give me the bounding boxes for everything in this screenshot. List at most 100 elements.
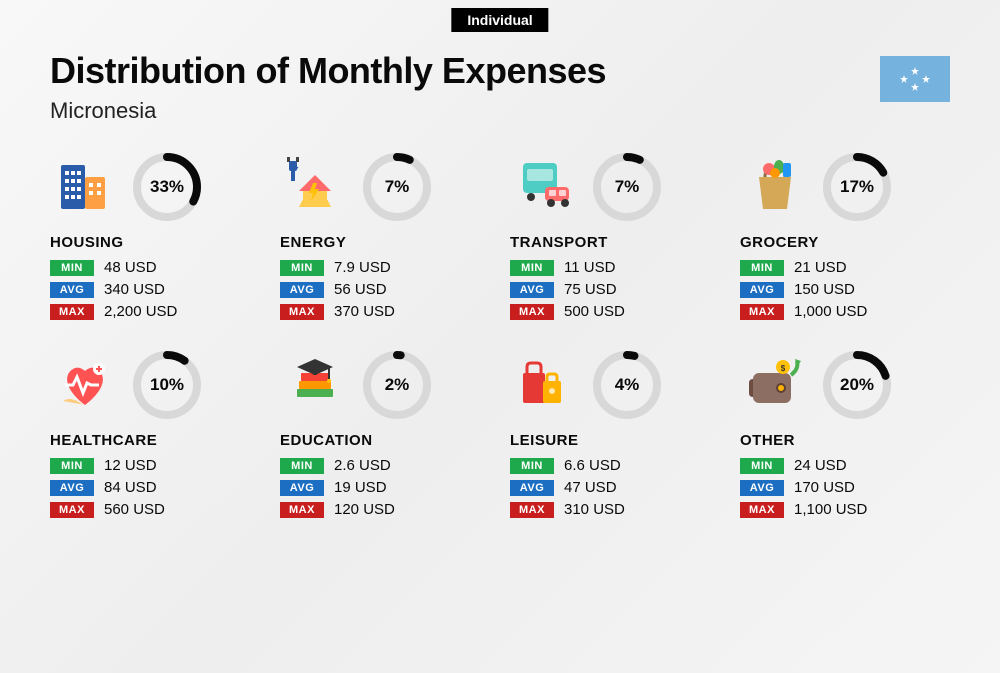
max-value: 370 USD xyxy=(334,303,395,320)
stat-min: MIN 6.6 USD xyxy=(510,457,720,474)
min-value: 2.6 USD xyxy=(334,457,391,474)
category-name: LEISURE xyxy=(510,432,720,449)
avg-badge: AVG xyxy=(510,480,554,496)
percentage-value: 20% xyxy=(820,348,894,422)
category-name: ENERGY xyxy=(280,234,490,251)
category-name: EDUCATION xyxy=(280,432,490,449)
card-header: 7% xyxy=(280,152,490,222)
max-badge: MAX xyxy=(280,304,324,320)
min-badge: MIN xyxy=(50,458,94,474)
stat-avg: AVG 75 USD xyxy=(510,281,720,298)
page-title: Distribution of Monthly Expenses xyxy=(50,50,606,92)
stat-min: MIN 11 USD xyxy=(510,259,720,276)
percentage-value: 17% xyxy=(820,150,894,224)
page-container: Distribution of Monthly Expenses Microne… xyxy=(0,0,1000,548)
stat-max: MAX 2,200 USD xyxy=(50,303,260,320)
stat-max: MAX 370 USD xyxy=(280,303,490,320)
category-card: 17% GROCERY MIN 21 USD AVG 150 USD MAX 1… xyxy=(740,152,950,320)
stat-avg: AVG 170 USD xyxy=(740,479,950,496)
stat-avg: AVG 19 USD xyxy=(280,479,490,496)
category-name: TRANSPORT xyxy=(510,234,720,251)
stat-avg: AVG 340 USD xyxy=(50,281,260,298)
categories-grid: 33% HOUSING MIN 48 USD AVG 340 USD MAX 2… xyxy=(50,152,950,518)
category-card: $ 20% OTHER MIN 24 USD AVG 170 USD MAX 1… xyxy=(740,350,950,518)
stat-max: MAX 310 USD xyxy=(510,501,720,518)
stats-block: MIN 12 USD AVG 84 USD MAX 560 USD xyxy=(50,457,260,518)
stat-avg: AVG 56 USD xyxy=(280,281,490,298)
min-value: 7.9 USD xyxy=(334,259,391,276)
grocery-icon xyxy=(740,152,810,222)
avg-value: 170 USD xyxy=(794,479,855,496)
avg-value: 56 USD xyxy=(334,281,387,298)
card-header: 2% xyxy=(280,350,490,420)
percentage-ring: 20% xyxy=(820,348,894,422)
avg-badge: AVG xyxy=(50,480,94,496)
max-value: 1,100 USD xyxy=(794,501,867,518)
card-header: 17% xyxy=(740,152,950,222)
percentage-ring: 10% xyxy=(130,348,204,422)
other-icon: $ xyxy=(740,350,810,420)
stats-block: MIN 2.6 USD AVG 19 USD MAX 120 USD xyxy=(280,457,490,518)
stat-max: MAX 1,000 USD xyxy=(740,303,950,320)
audience-tag: Individual xyxy=(451,8,548,32)
card-header: 4% xyxy=(510,350,720,420)
housing-icon xyxy=(50,152,120,222)
min-badge: MIN xyxy=(50,260,94,276)
max-badge: MAX xyxy=(510,502,554,518)
stat-avg: AVG 84 USD xyxy=(50,479,260,496)
energy-icon xyxy=(280,152,350,222)
avg-value: 75 USD xyxy=(564,281,617,298)
title-block: Distribution of Monthly Expenses Microne… xyxy=(50,50,606,124)
country-flag-icon xyxy=(880,56,950,102)
min-value: 6.6 USD xyxy=(564,457,621,474)
stat-max: MAX 500 USD xyxy=(510,303,720,320)
card-header: $ 20% xyxy=(740,350,950,420)
percentage-ring: 7% xyxy=(360,150,434,224)
category-name: HEALTHCARE xyxy=(50,432,260,449)
stats-block: MIN 24 USD AVG 170 USD MAX 1,100 USD xyxy=(740,457,950,518)
stat-max: MAX 1,100 USD xyxy=(740,501,950,518)
stat-min: MIN 21 USD xyxy=(740,259,950,276)
percentage-value: 2% xyxy=(360,348,434,422)
stats-block: MIN 11 USD AVG 75 USD MAX 500 USD xyxy=(510,259,720,320)
percentage-value: 7% xyxy=(360,150,434,224)
avg-badge: AVG xyxy=(510,282,554,298)
avg-value: 47 USD xyxy=(564,479,617,496)
avg-value: 340 USD xyxy=(104,281,165,298)
category-card: 7% ENERGY MIN 7.9 USD AVG 56 USD MAX 370… xyxy=(280,152,490,320)
min-badge: MIN xyxy=(740,260,784,276)
max-value: 500 USD xyxy=(564,303,625,320)
stats-block: MIN 7.9 USD AVG 56 USD MAX 370 USD xyxy=(280,259,490,320)
percentage-value: 33% xyxy=(130,150,204,224)
max-value: 310 USD xyxy=(564,501,625,518)
min-badge: MIN xyxy=(510,458,554,474)
leisure-icon xyxy=(510,350,580,420)
max-value: 560 USD xyxy=(104,501,165,518)
max-badge: MAX xyxy=(740,502,784,518)
min-value: 11 USD xyxy=(564,259,615,276)
stats-block: MIN 21 USD AVG 150 USD MAX 1,000 USD xyxy=(740,259,950,320)
min-badge: MIN xyxy=(740,458,784,474)
header: Distribution of Monthly Expenses Microne… xyxy=(50,50,950,124)
stat-min: MIN 48 USD xyxy=(50,259,260,276)
card-header: 7% xyxy=(510,152,720,222)
avg-value: 150 USD xyxy=(794,281,855,298)
avg-value: 84 USD xyxy=(104,479,157,496)
avg-badge: AVG xyxy=(50,282,94,298)
min-value: 48 USD xyxy=(104,259,157,276)
stat-avg: AVG 150 USD xyxy=(740,281,950,298)
percentage-value: 7% xyxy=(590,150,664,224)
category-card: 33% HOUSING MIN 48 USD AVG 340 USD MAX 2… xyxy=(50,152,260,320)
min-badge: MIN xyxy=(280,458,324,474)
avg-value: 19 USD xyxy=(334,479,387,496)
category-name: GROCERY xyxy=(740,234,950,251)
percentage-ring: 7% xyxy=(590,150,664,224)
avg-badge: AVG xyxy=(740,480,784,496)
max-value: 2,200 USD xyxy=(104,303,177,320)
healthcare-icon xyxy=(50,350,120,420)
min-badge: MIN xyxy=(510,260,554,276)
stat-avg: AVG 47 USD xyxy=(510,479,720,496)
stat-min: MIN 24 USD xyxy=(740,457,950,474)
min-badge: MIN xyxy=(280,260,324,276)
education-icon xyxy=(280,350,350,420)
